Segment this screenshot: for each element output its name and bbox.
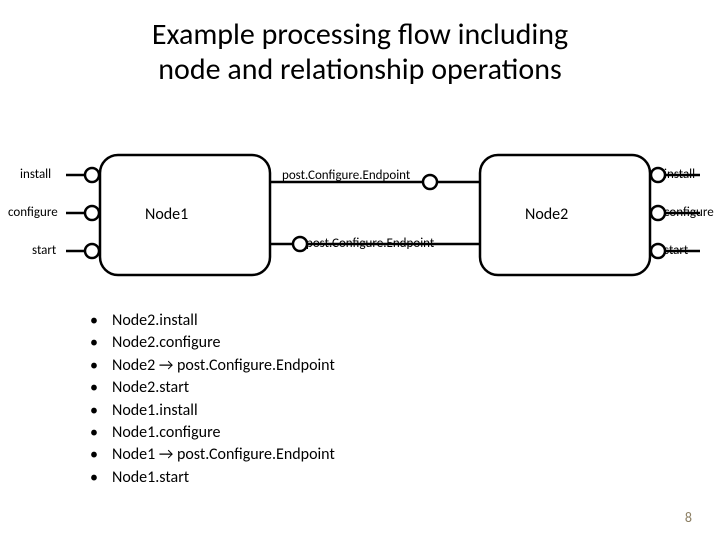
bullet-item: •Node2.start [90,377,335,399]
bullet-item: •Node1.install [90,400,335,422]
left-stub-start [66,244,100,258]
right-label-install: install [664,167,695,182]
right-label-configure: configure [664,205,714,220]
node2-label: Node2 [525,205,568,224]
page-number: 8 [685,509,692,526]
bullet-dot-icon: • [90,332,112,354]
bullet-item: •Node2.configure [90,332,335,354]
left-label-install: install [20,167,51,182]
bullet-item: •Node1.configure [90,422,335,444]
bullet-text: Node1.install [112,400,198,422]
node1-label: Node1 [145,205,188,224]
left-stub-configure [66,206,100,220]
bullet-text: Node1.start [112,467,189,489]
left-label-start: start [32,243,56,258]
bullet-text: Node2.configure [112,332,220,354]
bullet-text: Node2.install [112,310,198,332]
bullet-item: •Node1.start [90,467,335,489]
bullet-text: Node1.configure [112,422,220,444]
bullet-dot-icon: • [90,444,112,466]
bullet-list: •Node2.install•Node2.configure•Node2 → p… [90,310,335,489]
bullet-dot-icon: • [90,422,112,444]
bullet-dot-icon: • [90,355,112,377]
left-label-configure: configure [8,205,58,220]
bullet-item: •Node2.install [90,310,335,332]
bullet-text: Node2.start [112,377,189,399]
bullet-text: Node2 → post.Configure.Endpoint [112,355,335,377]
bullet-dot-icon: • [90,467,112,489]
edge-bottom-label: post.Configure.Endpoint [306,236,434,251]
bullet-dot-icon: • [90,310,112,332]
edge-top-label: post.Configure.Endpoint [282,168,410,183]
bullet-item: •Node1 → post.Configure.Endpoint [90,444,335,466]
bullet-item: •Node2 → post.Configure.Endpoint [90,355,335,377]
bullet-dot-icon: • [90,377,112,399]
left-stub-install [66,168,100,182]
bullet-dot-icon: • [90,400,112,422]
bullet-text: Node1 → post.Configure.Endpoint [112,444,335,466]
right-label-start: start [664,243,688,258]
